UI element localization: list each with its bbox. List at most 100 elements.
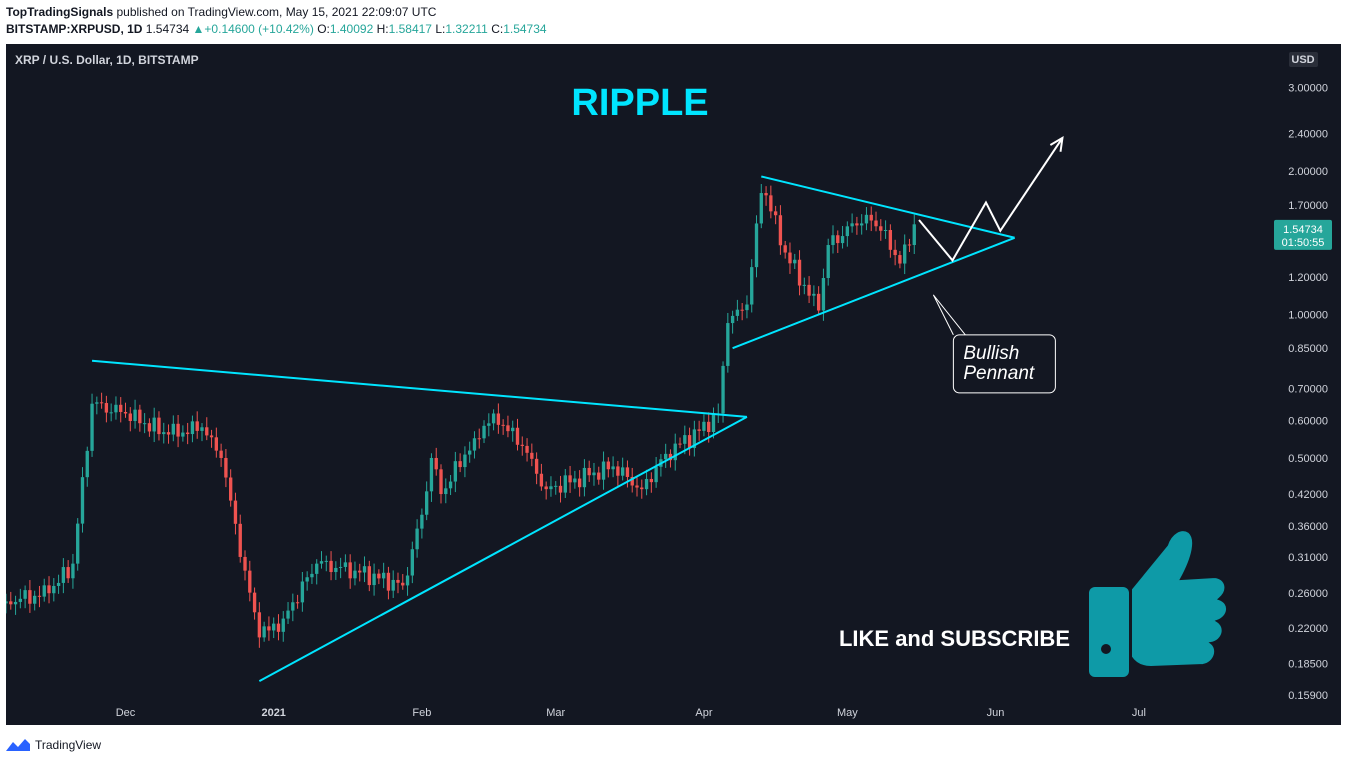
candle-body bbox=[23, 590, 27, 599]
candle-body bbox=[601, 461, 606, 480]
candle-body bbox=[883, 229, 888, 231]
candle-body bbox=[109, 412, 113, 414]
candle-body bbox=[496, 413, 501, 425]
candle-body bbox=[185, 432, 190, 435]
y-tick-label: 0.26000 bbox=[1288, 588, 1328, 600]
candle-body bbox=[405, 575, 410, 586]
candle-body bbox=[697, 429, 701, 431]
candle-body bbox=[515, 427, 520, 445]
chart-symbol-title: XRP / U.S. Dollar, 1D, BITSTAMP bbox=[15, 53, 199, 67]
candle-body bbox=[229, 477, 233, 501]
candle-body bbox=[13, 601, 18, 605]
candle-body bbox=[654, 466, 658, 483]
candle-body bbox=[501, 424, 505, 426]
callout-box bbox=[952, 334, 1056, 394]
candle-body bbox=[860, 223, 864, 226]
candle-body bbox=[190, 421, 195, 435]
candle-body bbox=[759, 193, 763, 224]
candle-body bbox=[305, 577, 309, 582]
time-axis: Dec 2021 Feb Mar Apr May Jun Jul bbox=[116, 707, 1146, 719]
currency-badge bbox=[1289, 52, 1318, 67]
y-tick-label: 0.42000 bbox=[1288, 489, 1328, 501]
candle-body bbox=[123, 411, 128, 414]
candle-body bbox=[52, 585, 56, 594]
candle-body bbox=[343, 562, 348, 567]
candle-body bbox=[577, 478, 582, 488]
candle-body bbox=[563, 475, 567, 493]
candle-body bbox=[558, 485, 563, 493]
y-tick-label: 0.18500 bbox=[1288, 659, 1328, 671]
candle-body bbox=[429, 457, 434, 492]
candle-body bbox=[66, 567, 70, 579]
candle-body bbox=[257, 612, 262, 638]
price-axis: 3.00000 2.40000 2.00000 1.70000 1.20000 1.000… bbox=[1288, 82, 1328, 702]
y-tick-label: 2.00000 bbox=[1288, 166, 1328, 178]
candle-body bbox=[840, 236, 845, 244]
candle-body bbox=[888, 229, 893, 250]
candle-body bbox=[687, 435, 692, 449]
candle-body bbox=[869, 214, 873, 221]
x-tick-label: Dec bbox=[116, 707, 136, 719]
candle-body bbox=[855, 223, 859, 226]
big-triangle-lower-trendline bbox=[258, 415, 748, 682]
y-tick-label: 0.50000 bbox=[1288, 453, 1328, 465]
bar-countdown: 01:50:55 bbox=[1282, 237, 1325, 249]
candle-body bbox=[530, 452, 534, 459]
callout-line: Pennant bbox=[963, 363, 1035, 384]
candle-body bbox=[33, 595, 37, 604]
candle-body bbox=[152, 417, 156, 432]
candle-body bbox=[362, 566, 367, 573]
candle-body bbox=[224, 457, 228, 478]
candle-body bbox=[171, 423, 175, 435]
candle-body bbox=[334, 567, 338, 573]
candle-body bbox=[740, 309, 744, 311]
candle-body bbox=[410, 549, 414, 576]
high-label: H: bbox=[376, 22, 389, 36]
y-tick-label: 3.00000 bbox=[1288, 82, 1328, 94]
candle-body bbox=[778, 215, 783, 246]
price-chart[interactable]: 3.00000 2.40000 2.00000 1.70000 1.20000 1.000… bbox=[6, 44, 1341, 725]
candle-body bbox=[831, 235, 835, 246]
candle-body bbox=[391, 579, 395, 591]
candle-body bbox=[625, 467, 630, 477]
tradingview-brand[interactable]: TradingView bbox=[35, 738, 102, 752]
candle-body bbox=[640, 487, 644, 490]
candle-body bbox=[683, 435, 687, 444]
candle-body bbox=[907, 244, 912, 246]
candle-body bbox=[176, 423, 180, 437]
candle-body bbox=[573, 478, 577, 483]
candle-body bbox=[836, 235, 840, 244]
x-tick-label: Apr bbox=[695, 707, 712, 719]
chart-panel[interactable]: 3.00000 2.40000 2.00000 1.70000 1.20000 1.000… bbox=[6, 44, 1341, 725]
candle-body bbox=[606, 461, 610, 470]
candle-body bbox=[783, 245, 787, 253]
candle-body bbox=[568, 475, 572, 483]
candle-body bbox=[520, 444, 524, 446]
candle-body bbox=[267, 626, 271, 631]
y-tick-label: 1.20000 bbox=[1288, 272, 1328, 284]
candle-body bbox=[444, 488, 448, 495]
candle-body bbox=[850, 223, 854, 227]
candle-body bbox=[291, 602, 295, 611]
candle-body bbox=[644, 478, 649, 490]
candle-body bbox=[353, 570, 357, 579]
candle-body bbox=[276, 623, 281, 632]
candle-body bbox=[138, 409, 142, 424]
candle-body bbox=[769, 195, 773, 212]
candle-body bbox=[28, 590, 32, 604]
candle-body bbox=[104, 403, 109, 413]
candle-body bbox=[319, 561, 324, 564]
candle-body bbox=[128, 413, 132, 422]
candle-body bbox=[18, 598, 23, 602]
candle-body bbox=[764, 193, 768, 196]
candle-body bbox=[506, 425, 510, 432]
y-tick-label: 0.85000 bbox=[1288, 343, 1328, 355]
candle-body bbox=[315, 563, 319, 574]
cta-text: LIKE and SUBSCRIBE bbox=[839, 626, 1070, 651]
author-name[interactable]: TopTradingSignals bbox=[6, 5, 114, 19]
candle-body bbox=[554, 485, 558, 487]
candle-body bbox=[71, 563, 75, 579]
candle-body bbox=[649, 478, 654, 483]
candle-body bbox=[42, 585, 46, 597]
